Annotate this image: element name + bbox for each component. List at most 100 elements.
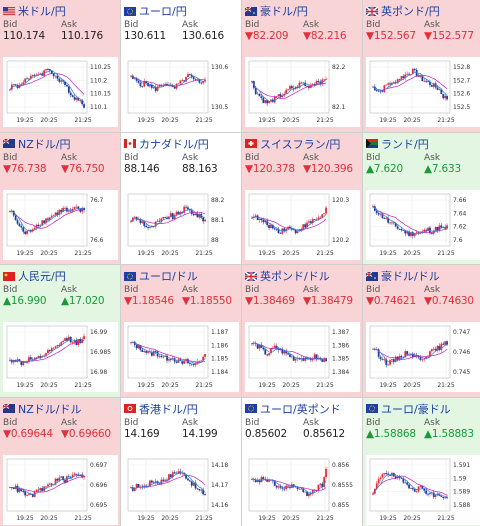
pair-name[interactable]: ユーロ/豪ドル [381,402,451,416]
pair-name[interactable]: 英ポンド/円 [381,5,440,18]
candle-body [183,206,186,213]
pair-name[interactable]: ユーロ/円 [139,5,187,18]
mini-candlestick-chart[interactable]: 19:25 20:25 21:25 76.7 76.6 [3,189,118,260]
mini-candlestick-chart[interactable]: 19:25 20:25 21:25 152.8 152.7 152.6 152.5 [366,57,480,127]
mini-candlestick-chart[interactable]: 19:25 20:25 21:25 0.856 0.8555 0.855 [245,454,360,525]
pair-name[interactable]: ユーロ/ドル [139,270,198,283]
candle-body [385,472,388,474]
candle-body [394,82,397,84]
candle-body [383,217,386,219]
candle-body [411,353,414,357]
mini-candlestick-chart[interactable]: 19:25 20:25 21:25 1.387 1.386 1.385 1.384 [245,322,360,392]
mini-candlestick-chart[interactable]: 19:25 20:25 21:25 14.18 14.17 14.16 [124,454,239,525]
candle-body [429,81,431,86]
pair-title[interactable]: ランド/円 [366,137,429,151]
candle-body [54,212,57,215]
pair-title[interactable]: NZドル/円 [3,137,70,151]
pair-name[interactable]: NZドル/円 [18,137,71,151]
candle-body [66,338,68,341]
x-tick-label: 21:25 [316,250,333,257]
pair-name[interactable]: ランド/円 [381,137,429,151]
pair-title[interactable]: 香港ドル/円 [124,402,198,416]
mini-candlestick-chart[interactable]: 19:25 20:25 21:25 0.697 0.696 0.695 [3,454,118,525]
pair-title[interactable]: ユーロ/ドル [124,269,198,283]
candle-body [440,89,443,94]
mini-candlestick-chart[interactable]: 19:25 20:25 21:25 16.99 16.985 16.98 [3,322,118,392]
mini-candlestick-chart[interactable]: 19:25 20:25 21:25 7.66 7.64 7.62 7.6 [366,189,480,260]
candle-body [323,79,326,81]
pair-title[interactable]: 豪ドル/ドル [366,269,440,283]
candle-body [60,342,63,346]
pair-name[interactable]: 英ポンド/ドル [260,270,330,283]
mini-candlestick-chart[interactable]: 19:25 20:25 21:25 120.3 120.2 [245,189,360,260]
mini-candlestick-chart[interactable]: 19:25 20:25 21:25 1.591 1.59 1.589 1.588 [366,454,480,525]
rate-card[interactable]: ユーロ/英ポンド Bid Ask 0.85602 0.85612 19:25 20:25 21… [242,397,362,526]
pair-name[interactable]: 豪ドル/ドル [381,270,440,283]
mini-candlestick-chart[interactable]: 19:25 20:25 21:25 1.187 1.186 1.185 1.184 [124,322,239,392]
pair-name[interactable]: スイスフラン/円 [260,137,341,151]
candle-body [285,228,288,231]
candle-body [385,217,388,219]
pair-title[interactable]: 米ドル/円 [3,4,66,18]
pair-title[interactable]: ユーロ/円 [124,4,187,18]
y-tick-label: 82.2 [332,64,346,71]
pair-title[interactable]: ユーロ/英ポンド [245,402,341,416]
candle-body [275,345,278,349]
rate-card[interactable]: ユーロ/ドル Bid Ask ▼1.18546 ▼1.18550 19:25 20:25 21… [121,265,241,397]
pair-title[interactable]: スイスフラン/円 [245,137,340,151]
candle-body [406,231,409,233]
mini-candlestick-chart[interactable]: 19:25 20:25 21:25 110.25 110.2 110.15 110.1 [3,57,118,127]
mini-candlestick-chart[interactable]: 19:25 20:25 21:25 88.2 88.1 88 [124,189,239,260]
ask-label: Ask [182,20,199,30]
candle-body [152,86,155,88]
rate-card[interactable]: 豪ドル/円 Bid Ask ▼82.209 ▼82.216 19:25 20:25 21:25… [242,0,362,132]
rate-card[interactable]: ユーロ/円 Bid Ask 130.611 130.616 19:25 20:25 21:25… [121,0,241,132]
pair-title[interactable]: 豪ドル/円 [245,4,308,18]
pair-name[interactable]: ユーロ/英ポンド [260,402,341,416]
rate-card[interactable]: 英ポンド/ドル Bid Ask ▼1.38469 ▼1.38479 19:25 20:25 2… [242,265,362,397]
x-tick-label: 20:25 [161,382,178,389]
ask-value: ▲1.58883 [424,427,474,440]
rate-card[interactable]: 人民元/円 Bid Ask ▲16.990 ▲17.020 19:25 20:25 21:25… [0,265,120,397]
mini-candlestick-chart[interactable]: 19:25 20:25 21:25 130.6 130.5 [124,57,239,127]
rate-card[interactable]: NZドル/ドル Bid Ask ▼0.69644 ▼0.69660 19:25 20:25 2… [0,397,120,526]
x-tick-label: 19:25 [137,117,154,124]
candle-body [48,350,51,352]
pair-title[interactable]: 人民元/円 [3,269,66,283]
pair-title[interactable]: NZドル/ドル [3,402,81,416]
pair-title[interactable]: 英ポンド/円 [366,4,440,18]
candle-body [202,217,205,221]
candle-body [277,228,280,233]
pair-name[interactable]: カナダドル/円 [139,137,209,151]
ask-value: ▼1.38479 [303,295,353,307]
pair-title[interactable]: カナダドル/円 [124,137,209,151]
mini-candlestick-chart[interactable]: 19:25 20:25 21:25 82.2 82.1 [245,57,360,127]
mini-candlestick-chart[interactable]: 19:25 20:25 21:25 0.747 0.746 0.745 [366,322,480,392]
candle-body [171,471,174,477]
rate-card[interactable]: 豪ドル/ドル Bid Ask ▼0.74621 ▼0.74630 19:25 20:25 21… [363,265,480,397]
flag-icon [245,271,257,281]
rate-card[interactable]: スイスフラン/円 Bid Ask ▼120.378 ▼120.396 19:25 20:25… [242,132,362,264]
candle-body [204,219,206,221]
pair-name[interactable]: 香港ドル/円 [139,402,198,416]
pair-name[interactable]: NZドル/ドル [18,402,82,416]
pair-title[interactable]: ユーロ/豪ドル [366,402,451,416]
candle-body [139,218,142,223]
rate-card[interactable]: ランド/円 Bid Ask ▲7.620 ▲7.633 19:25 20:25 21:25 7.… [363,132,480,264]
candle-body [446,341,448,345]
rate-card[interactable]: 英ポンド/円 Bid Ask ▼152.567 ▼152.577 19:25 20:25 21… [363,0,480,132]
rate-card[interactable]: NZドル/円 Bid Ask ▼76.738 ▼76.750 19:25 20:25 21:2… [0,132,120,264]
pair-title[interactable]: 英ポンド/ドル [245,269,330,283]
pair-name[interactable]: 豪ドル/円 [260,5,308,18]
candle-body [164,83,167,86]
candle-body [194,482,197,488]
rate-card[interactable]: カナダドル/円 Bid Ask 88.146 88.163 19:25 20:25 21:25… [121,132,241,264]
pair-name[interactable]: 米ドル/円 [18,5,66,18]
rate-card[interactable]: 香港ドル/円 Bid Ask 14.169 14.199 19:25 20:25 21:25 1… [121,397,241,526]
pair-name[interactable]: 人民元/円 [18,270,66,283]
rate-card[interactable]: 米ドル/円 Bid Ask 110.174 110.176 19:25 20:25 21:25… [0,0,120,132]
rate-card[interactable]: ユーロ/豪ドル Bid Ask ▲1.58868 ▲1.58883 19:25 20:25 2… [363,397,480,526]
candle-body [137,218,140,220]
moving-average-line [9,72,85,95]
